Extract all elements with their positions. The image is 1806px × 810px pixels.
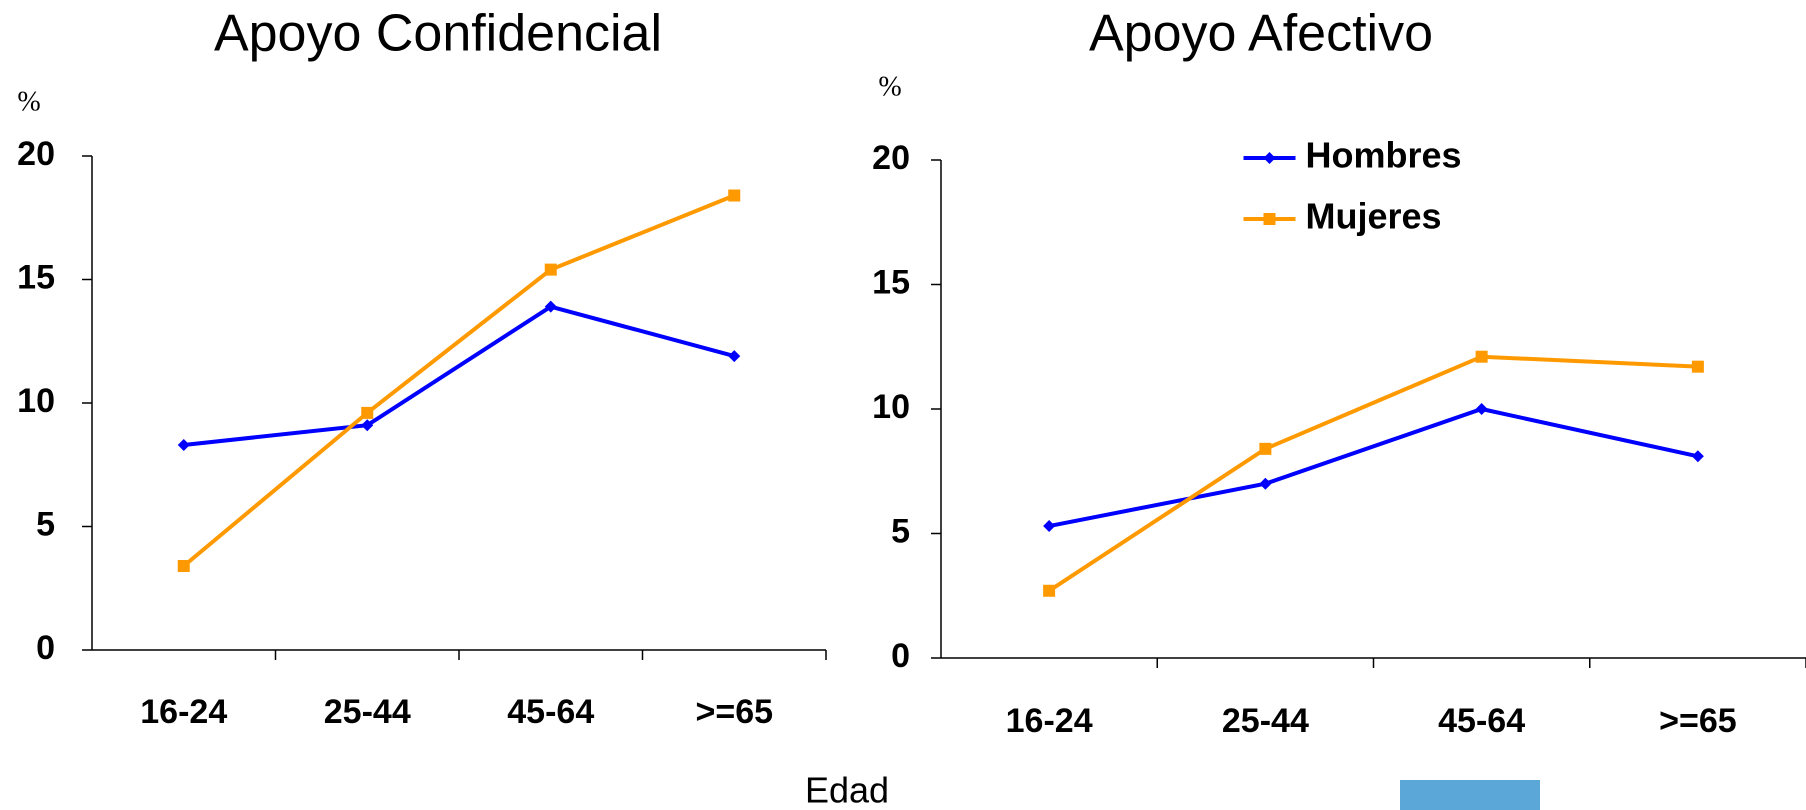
marker — [361, 419, 374, 432]
marker — [1043, 520, 1056, 533]
marker — [1691, 360, 1704, 373]
y-tick-label: 0 — [891, 637, 910, 675]
marker — [1263, 152, 1276, 164]
series-line — [1048, 354, 1698, 593]
y-tick-label: 5 — [36, 505, 55, 543]
x-tick-label: 16-24 — [1006, 702, 1093, 740]
marker — [544, 300, 557, 313]
marker — [1691, 450, 1704, 463]
y-tick-label: 20 — [872, 139, 910, 177]
marker — [544, 263, 557, 276]
marker — [1475, 403, 1488, 415]
y-tick-label: 10 — [17, 382, 55, 420]
y-axis-label: % — [17, 86, 40, 117]
series-line — [1048, 406, 1699, 528]
series-line — [183, 304, 735, 447]
y-tick-label: 5 — [891, 512, 910, 550]
picture-fragment — [1400, 780, 1540, 810]
chart-title: Apoyo Afectivo — [1089, 5, 1433, 63]
marker — [1259, 477, 1272, 490]
x-tick-label: >=65 — [695, 693, 773, 731]
marker — [1043, 584, 1056, 597]
y-tick-label: 15 — [872, 263, 910, 301]
y-axis-label: % — [878, 71, 901, 102]
x-axis-label: Edad — [805, 770, 889, 810]
x-tick-label: >=65 — [1659, 702, 1737, 740]
legend-label: Mujeres — [1306, 196, 1442, 237]
marker — [1263, 213, 1276, 225]
x-tick-label: 16-24 — [140, 693, 227, 731]
x-tick-label: 25-44 — [1222, 702, 1309, 740]
series-line — [182, 193, 735, 568]
marker — [1259, 442, 1272, 455]
marker — [177, 438, 190, 451]
marker — [1475, 350, 1488, 363]
marker — [177, 560, 190, 573]
x-tick-label: 45-64 — [507, 693, 594, 731]
y-tick-label: 0 — [36, 629, 55, 667]
chart-title: Apoyo Confidencial — [214, 5, 662, 63]
x-tick-label: 25-44 — [324, 693, 411, 731]
y-tick-label: 20 — [17, 135, 55, 173]
marker — [361, 406, 374, 419]
x-tick-label: 45-64 — [1438, 702, 1525, 740]
y-tick-label: 15 — [17, 258, 55, 296]
y-tick-label: 10 — [872, 388, 910, 426]
marker — [728, 350, 741, 363]
marker — [728, 189, 741, 202]
legend-label: Hombres — [1306, 135, 1462, 176]
